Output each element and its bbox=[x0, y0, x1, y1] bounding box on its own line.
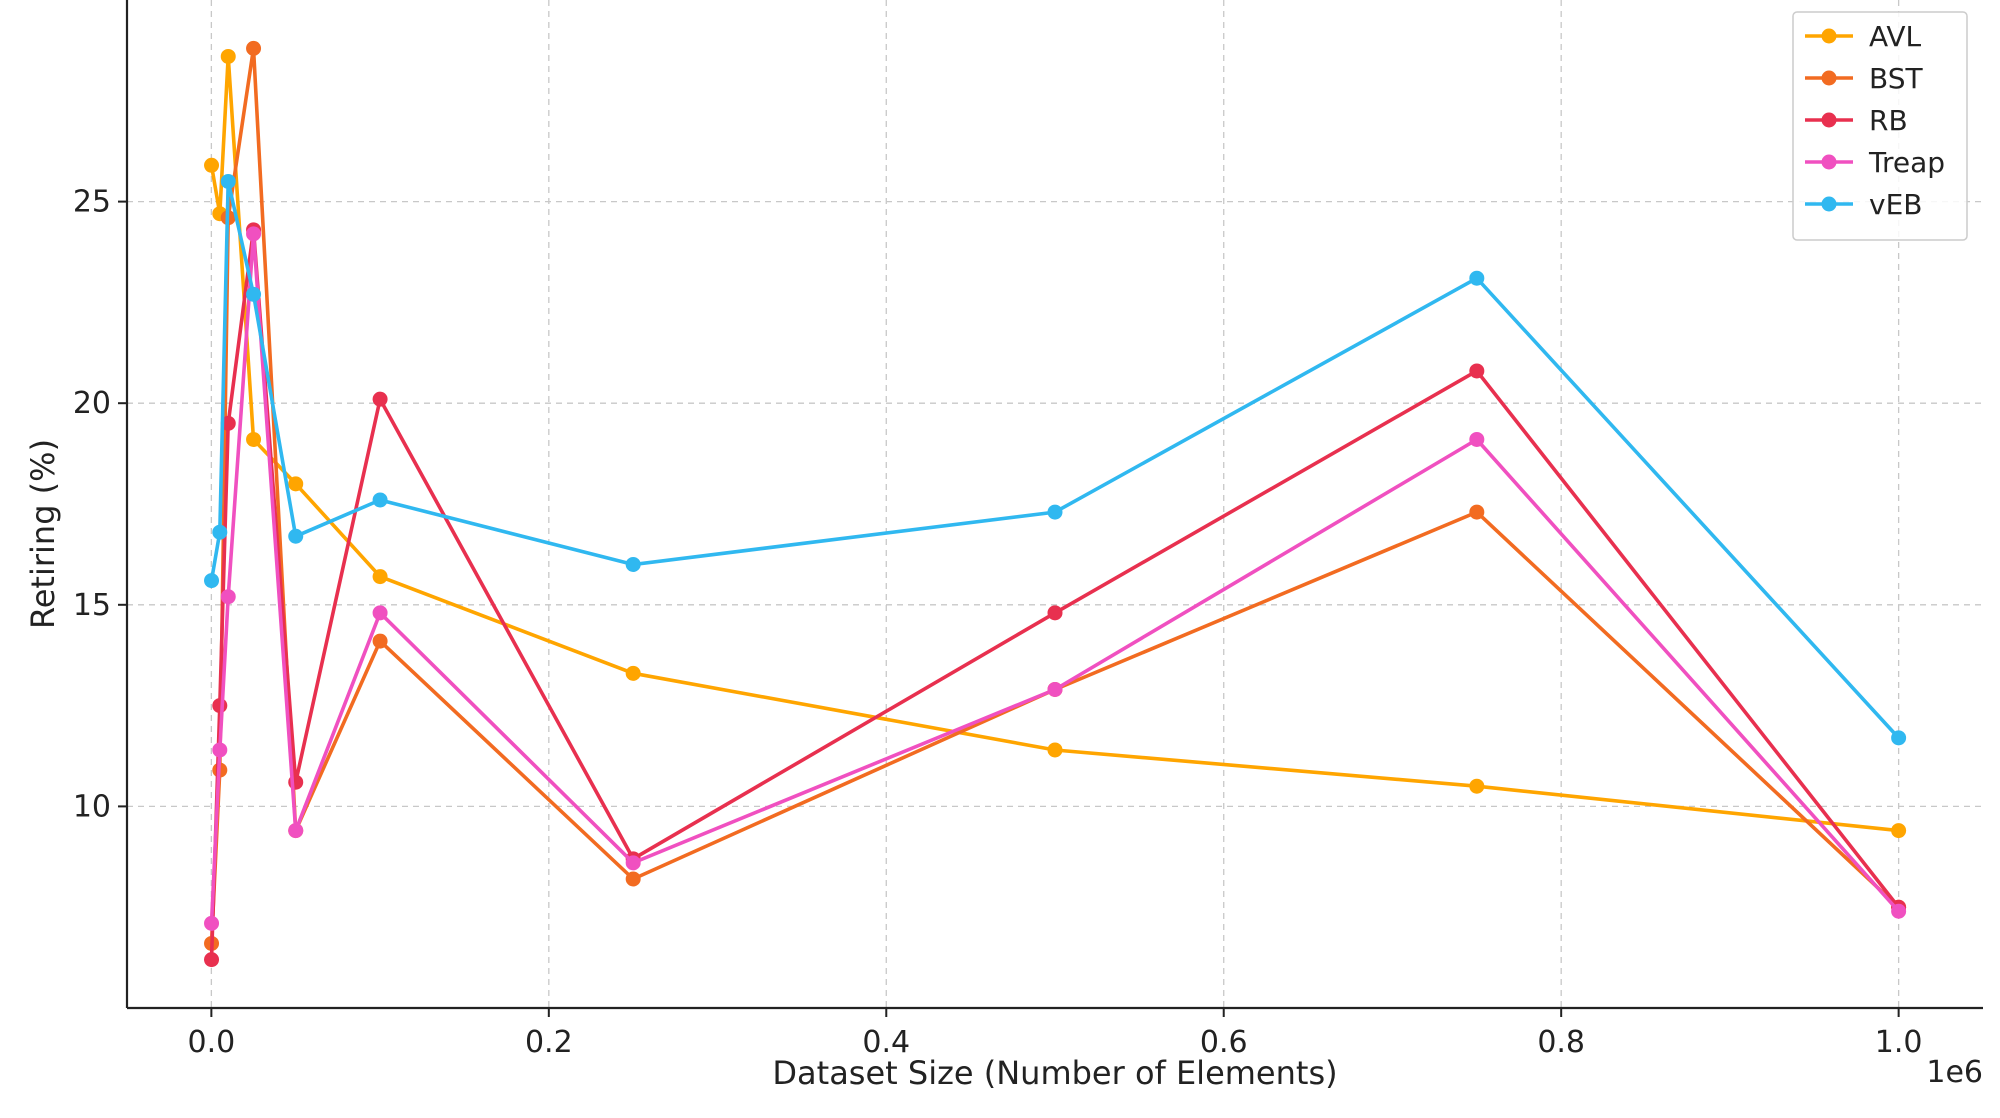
data-point bbox=[1469, 431, 1485, 447]
axes bbox=[125, 0, 1983, 1010]
series-rb bbox=[204, 222, 1907, 968]
data-point bbox=[288, 823, 304, 839]
series-line-treap bbox=[209, 232, 1900, 924]
legend-marker bbox=[1821, 154, 1837, 170]
legend-marker bbox=[1821, 196, 1837, 212]
series-line-veb bbox=[209, 179, 1900, 740]
data-point bbox=[1047, 605, 1063, 621]
legend-label: Treap bbox=[1868, 146, 1945, 179]
legend-marker bbox=[1821, 70, 1837, 86]
grid bbox=[127, 0, 1983, 1008]
legend-label: RB bbox=[1869, 104, 1908, 137]
legend-marker bbox=[1821, 28, 1837, 44]
series-line-bst bbox=[209, 46, 1900, 944]
y-tick-label: 10 bbox=[73, 789, 111, 824]
data-point bbox=[625, 855, 641, 871]
x-axis-offset-label: 1e6 bbox=[1926, 1055, 1983, 1090]
legend-item-treap: Treap bbox=[1805, 146, 1945, 179]
data-point bbox=[625, 556, 641, 572]
data-point bbox=[204, 157, 220, 173]
data-point bbox=[204, 952, 220, 968]
data-point bbox=[625, 871, 641, 887]
data-point bbox=[1469, 504, 1485, 520]
x-tick-label: 0.6 bbox=[1200, 1025, 1248, 1060]
legend-label: BST bbox=[1869, 62, 1923, 95]
data-point bbox=[1047, 742, 1063, 758]
data-point bbox=[1469, 363, 1485, 379]
data-point bbox=[204, 915, 220, 931]
data-point bbox=[246, 286, 262, 302]
data-point bbox=[1891, 903, 1907, 919]
legend-item-bst: BST bbox=[1805, 62, 1923, 95]
data-point bbox=[288, 476, 304, 492]
data-point bbox=[220, 173, 236, 189]
data-point bbox=[372, 391, 388, 407]
legend-item-veb: vEB bbox=[1805, 188, 1922, 221]
data-point bbox=[625, 665, 641, 681]
legend-label: AVL bbox=[1869, 20, 1922, 53]
data-point bbox=[1047, 681, 1063, 697]
legend-box bbox=[1792, 11, 1968, 241]
x-tick-label: 1.0 bbox=[1875, 1025, 1923, 1060]
y-tick-label: 15 bbox=[73, 588, 111, 623]
legend-label: vEB bbox=[1869, 188, 1922, 221]
series-veb bbox=[204, 173, 1907, 746]
data-point bbox=[204, 573, 220, 589]
data-point bbox=[220, 589, 236, 605]
data-point bbox=[372, 605, 388, 621]
y-tick-label: 25 bbox=[73, 185, 111, 220]
legend-marker bbox=[1821, 112, 1837, 128]
data-point bbox=[212, 524, 228, 540]
data-point bbox=[220, 48, 236, 64]
y-axis-ticks: 10 15 20 25 bbox=[73, 185, 127, 824]
data-point bbox=[212, 742, 228, 758]
x-tick-label: 0.8 bbox=[1537, 1025, 1585, 1060]
data-point bbox=[1469, 270, 1485, 286]
data-point bbox=[1891, 730, 1907, 746]
x-tick-label: 0.2 bbox=[525, 1025, 573, 1060]
data-point bbox=[246, 431, 262, 447]
data-point bbox=[372, 492, 388, 508]
x-axis-ticks: 0.0 0.2 0.4 0.6 0.8 1.0 bbox=[188, 1008, 1923, 1060]
data-point bbox=[220, 415, 236, 431]
y-axis-label: Retiring (%) bbox=[24, 439, 62, 629]
legend: AVL BST RB Treap vEB bbox=[1792, 11, 1968, 241]
data-point bbox=[246, 226, 262, 242]
data-point bbox=[246, 40, 262, 56]
series-bst bbox=[204, 40, 1907, 951]
data-point bbox=[288, 528, 304, 544]
data-point bbox=[212, 698, 228, 714]
x-axis-label: Dataset Size (Number of Elements) bbox=[772, 1054, 1337, 1092]
x-tick-label: 0.4 bbox=[862, 1025, 910, 1060]
legend-item-rb: RB bbox=[1805, 104, 1908, 137]
x-tick-label: 0.0 bbox=[188, 1025, 236, 1060]
series-line-avl bbox=[209, 54, 1899, 833]
series-layer bbox=[204, 40, 1907, 968]
series-line-rb bbox=[209, 228, 1901, 960]
data-point bbox=[1891, 823, 1907, 839]
data-point bbox=[1469, 778, 1485, 794]
legend-item-avl: AVL bbox=[1805, 20, 1922, 53]
data-point bbox=[1047, 504, 1063, 520]
series-avl bbox=[204, 48, 1907, 839]
series-treap bbox=[204, 226, 1907, 931]
y-tick-label: 20 bbox=[73, 386, 111, 421]
data-point bbox=[372, 633, 388, 649]
data-point bbox=[372, 569, 388, 585]
